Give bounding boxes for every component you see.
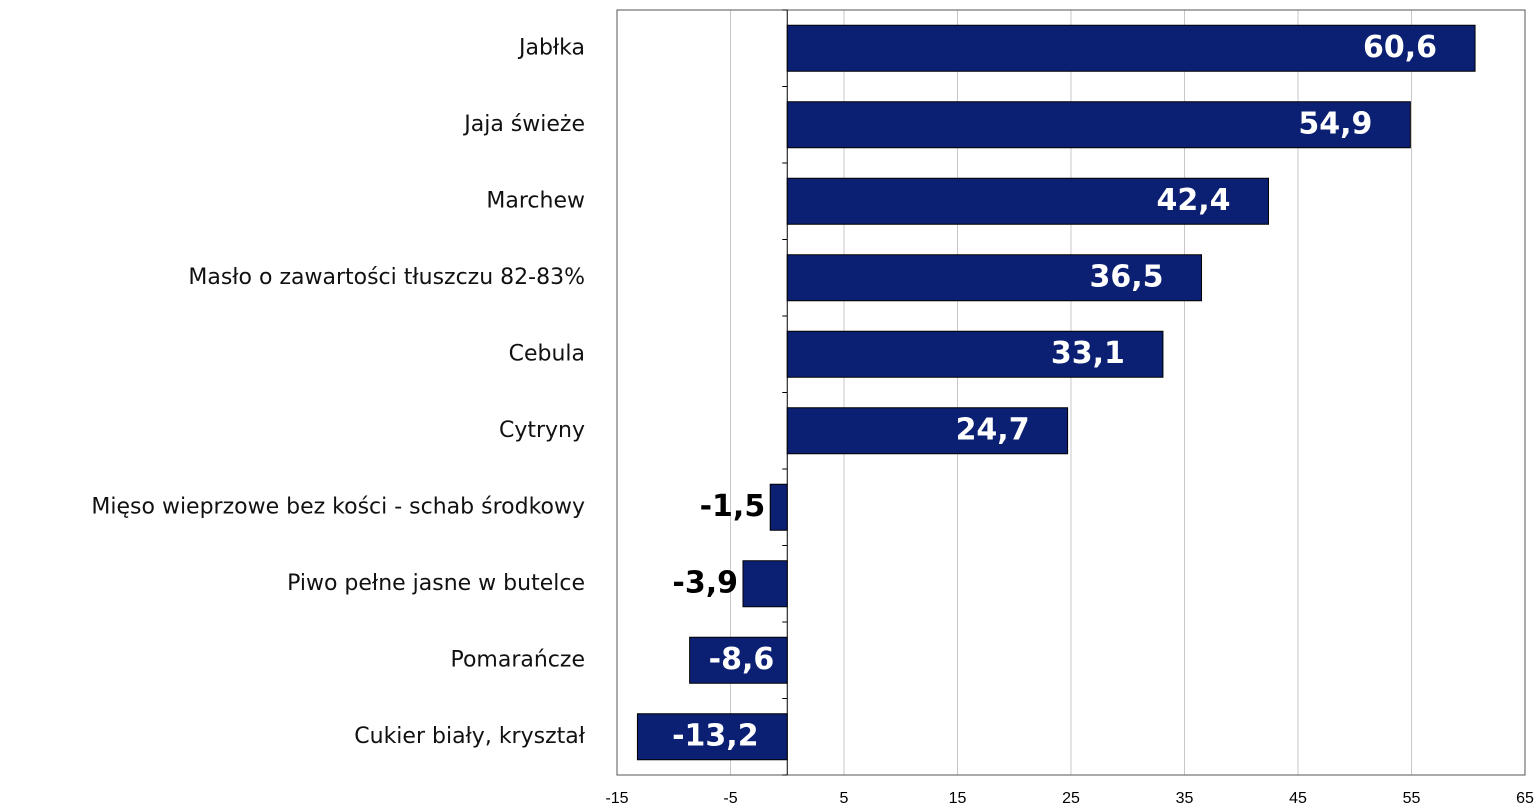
x-tick-label: 15 — [949, 790, 967, 807]
value-label: 60,6 — [1363, 30, 1437, 65]
category-label: Marchew — [486, 188, 585, 213]
value-label: -3,9 — [672, 565, 738, 600]
x-tick-label: 5 — [840, 790, 849, 807]
bar — [786, 177, 1269, 225]
value-label: -8,6 — [709, 642, 775, 677]
x-tick-label: -5 — [723, 790, 737, 807]
bar — [786, 101, 1411, 149]
bar — [786, 330, 1164, 378]
category-label: Pomarańcze — [450, 647, 585, 672]
x-tick-label: 45 — [1289, 790, 1307, 807]
category-label: Cebula — [509, 341, 585, 366]
category-label: Mięso wieprzowe bez kości - schab środko… — [91, 494, 585, 519]
value-label: 54,9 — [1298, 106, 1372, 141]
plot-frame — [616, 9, 1526, 776]
category-label: Cytryny — [499, 418, 585, 443]
category-label: Jabłka — [517, 35, 585, 60]
bar — [769, 483, 788, 531]
value-label: 42,4 — [1156, 183, 1230, 218]
bar — [636, 713, 788, 761]
category-label: Piwo pełne jasne w butelce — [287, 571, 585, 596]
value-label: 36,5 — [1089, 259, 1163, 294]
bar — [786, 407, 1069, 455]
bar — [786, 24, 1476, 72]
bar — [742, 560, 788, 608]
category-label: Masło o zawartości tłuszczu 82-83% — [188, 265, 585, 290]
category-label: Jaja świeże — [462, 112, 585, 137]
bar — [689, 636, 788, 684]
bar — [786, 254, 1203, 302]
category-label: Cukier biały, kryształ — [354, 724, 585, 749]
x-tick-label: 25 — [1062, 790, 1080, 807]
value-label: -1,5 — [700, 489, 766, 524]
x-tick-label: -15 — [605, 790, 628, 807]
value-label: -13,2 — [672, 718, 758, 753]
x-tick-label: 35 — [1176, 790, 1194, 807]
value-label: 24,7 — [956, 412, 1030, 447]
value-label: 33,1 — [1051, 336, 1125, 371]
x-tick-label: 55 — [1403, 790, 1421, 807]
x-tick-label: 65 — [1516, 790, 1534, 807]
